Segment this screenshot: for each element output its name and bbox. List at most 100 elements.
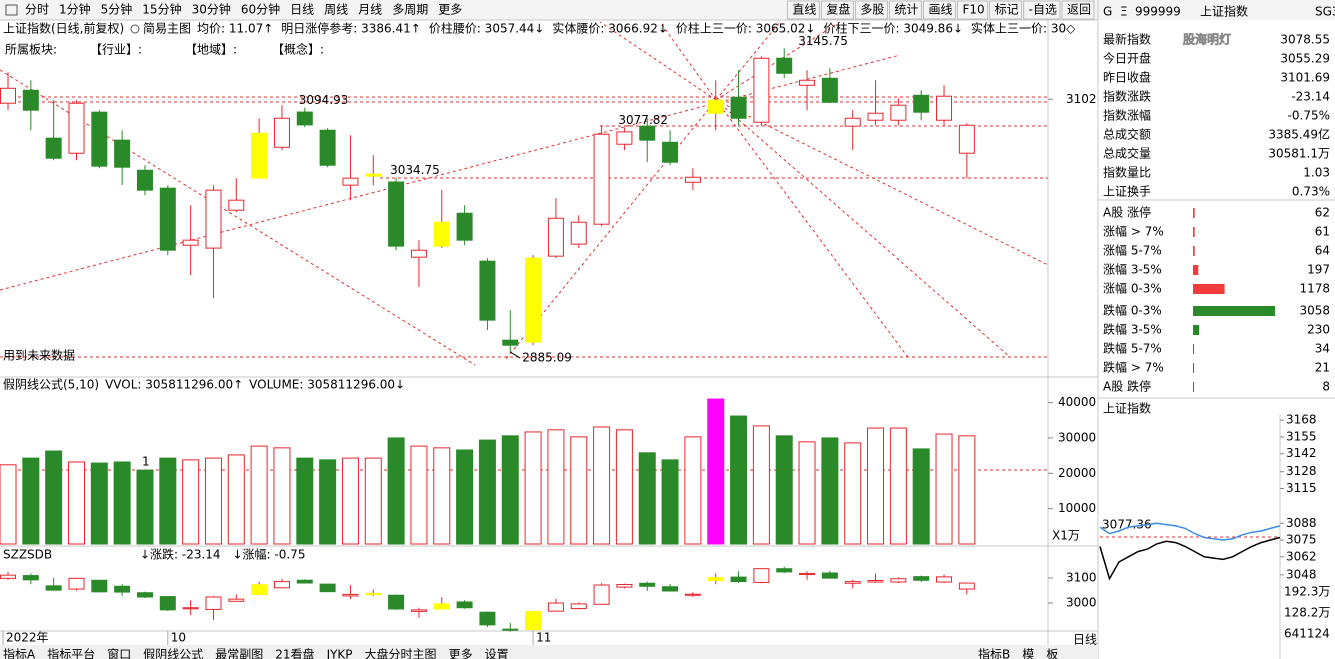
tool-button[interactable]: 统计	[894, 3, 918, 17]
sub-candle-body	[456, 601, 473, 609]
candle-body	[593, 133, 610, 225]
period-tab[interactable]: 周线	[324, 3, 348, 17]
tool-button[interactable]: F10	[962, 3, 984, 17]
panel-icon: Ξ	[1120, 5, 1128, 19]
indicator: 明日涨停参考: 3386.41↑	[281, 21, 421, 36]
breadth-label: 涨幅 0-3%	[1103, 281, 1162, 296]
breadth-bar	[1193, 227, 1195, 237]
candle-body	[570, 221, 587, 245]
sector: 【行业】:	[90, 43, 142, 57]
candle-body	[433, 221, 450, 247]
sub-candle-body	[22, 575, 39, 581]
sub-candle-body	[479, 611, 496, 626]
volume-bar	[730, 415, 748, 545]
bottom-tab[interactable]: 模	[1022, 648, 1034, 659]
bottom-tab[interactable]: 大盘分时主图	[365, 647, 437, 659]
toolbar-bg	[0, 0, 1335, 20]
tool-button[interactable]: 多股	[860, 3, 884, 17]
price-note: 3077.82	[618, 113, 668, 127]
period-tab[interactable]: 更多	[438, 3, 462, 17]
bottom-tab[interactable]: JYKP	[326, 648, 353, 659]
y-tick-label: 3155	[1286, 429, 1317, 443]
period-tab[interactable]: 1分钟	[59, 2, 91, 17]
period-tab[interactable]: 分时	[25, 3, 49, 17]
period-tab[interactable]: 60分钟	[241, 2, 280, 17]
volume-bar	[341, 457, 359, 545]
candle-body	[251, 132, 268, 179]
breadth-label: 涨幅 5-7%	[1103, 243, 1162, 258]
bottom-tab[interactable]: 假阴线公式	[143, 648, 203, 659]
tool-button[interactable]: 复盘	[826, 2, 850, 17]
volume-bar	[45, 450, 63, 545]
volume-bar	[387, 437, 405, 545]
period-tab[interactable]: 多周期	[392, 3, 428, 17]
indicator: 实体上三一价: 30◇	[971, 21, 1076, 36]
y-tick-label: 3128	[1286, 464, 1317, 478]
tool-button[interactable]: 标记	[995, 3, 1019, 17]
stat-value: 1.03	[1303, 166, 1330, 180]
tool-button[interactable]: 返回	[1067, 3, 1091, 17]
bottom-tab[interactable]: 21看盘	[275, 647, 314, 659]
sub-candle-body	[159, 596, 176, 611]
panel-icon: G	[1103, 5, 1112, 19]
breadth-label: 跌幅 > 7%	[1103, 360, 1164, 375]
y-tick-label: 3075	[1286, 533, 1317, 547]
price-note: 2885.09	[522, 351, 572, 365]
bottom-tab[interactable]: 板	[1046, 648, 1058, 659]
period-tab[interactable]: 15分钟	[142, 2, 181, 17]
y-tick-label: 40000	[1058, 395, 1096, 409]
volume-bar	[524, 431, 542, 545]
tool-button[interactable]: 直线	[792, 3, 816, 17]
tool-button[interactable]: 画线	[928, 3, 952, 17]
button-frame	[1023, 0, 1061, 20]
sub-candle-body	[182, 607, 199, 610]
bottom-tab[interactable]: 指标平台	[47, 647, 95, 659]
volume-bar	[90, 462, 108, 545]
candle-body	[136, 169, 153, 191]
sub-candle-body	[296, 579, 313, 584]
button-frame	[888, 0, 922, 20]
volume-header: VVOL: 305811296.00↑	[105, 378, 243, 392]
bottom-tab[interactable]: 指标B	[978, 647, 1010, 659]
bottom-tab[interactable]: 窗口	[107, 648, 131, 659]
candle-body	[273, 117, 290, 148]
sector: 【地域】:	[185, 43, 237, 57]
date-label: 10	[171, 631, 186, 645]
breadth-label: 跌幅 3-5%	[1103, 322, 1162, 337]
breadth-bar	[1193, 363, 1194, 373]
candle-body	[844, 117, 861, 127]
breadth-label: 跌幅 5-7%	[1103, 341, 1162, 356]
sub-candle-body	[547, 602, 564, 612]
breadth-value: 230	[1307, 323, 1330, 337]
period-tab[interactable]: 5分钟	[101, 2, 133, 17]
candle-body	[296, 111, 313, 126]
y-tick-label: 30000	[1058, 430, 1096, 444]
period-tab[interactable]: 月线	[358, 3, 382, 17]
period-tab[interactable]: 日线	[290, 3, 314, 17]
bottom-tab[interactable]: 更多	[449, 648, 473, 659]
breadth-value: 34	[1315, 342, 1330, 356]
sub-candle-body	[867, 580, 884, 583]
stat-label: 指数涨跌	[1103, 89, 1151, 104]
stat-value: 30581.1万	[1268, 147, 1330, 161]
stat-value: 0.73%	[1292, 185, 1330, 199]
bottom-tab[interactable]: 最常副图	[215, 648, 263, 659]
bottom-tab[interactable]: 设置	[485, 648, 509, 659]
volume-bar	[182, 459, 200, 545]
tool-button[interactable]: -自选	[1029, 3, 1057, 17]
template[interactable]: 简易主图	[143, 22, 191, 36]
breadth-label: 跌幅 0-3%	[1103, 303, 1162, 318]
volume-bar	[67, 461, 85, 545]
y-tick-label: 3062	[1286, 549, 1317, 563]
breadth-bar	[1193, 246, 1195, 256]
indicator: 均价: 11.07↑	[197, 22, 273, 36]
candle-body	[890, 104, 907, 121]
watermark: 股海明灯	[1183, 32, 1231, 47]
period-tab[interactable]: 30分钟	[192, 2, 231, 17]
sub-candle-body	[228, 598, 245, 602]
volume-bar	[113, 461, 131, 545]
button-frame	[786, 0, 820, 20]
stat-value: -0.75%	[1288, 109, 1330, 123]
sub-candle-body	[205, 596, 222, 610]
bottom-tab[interactable]: 指标A	[3, 647, 36, 659]
